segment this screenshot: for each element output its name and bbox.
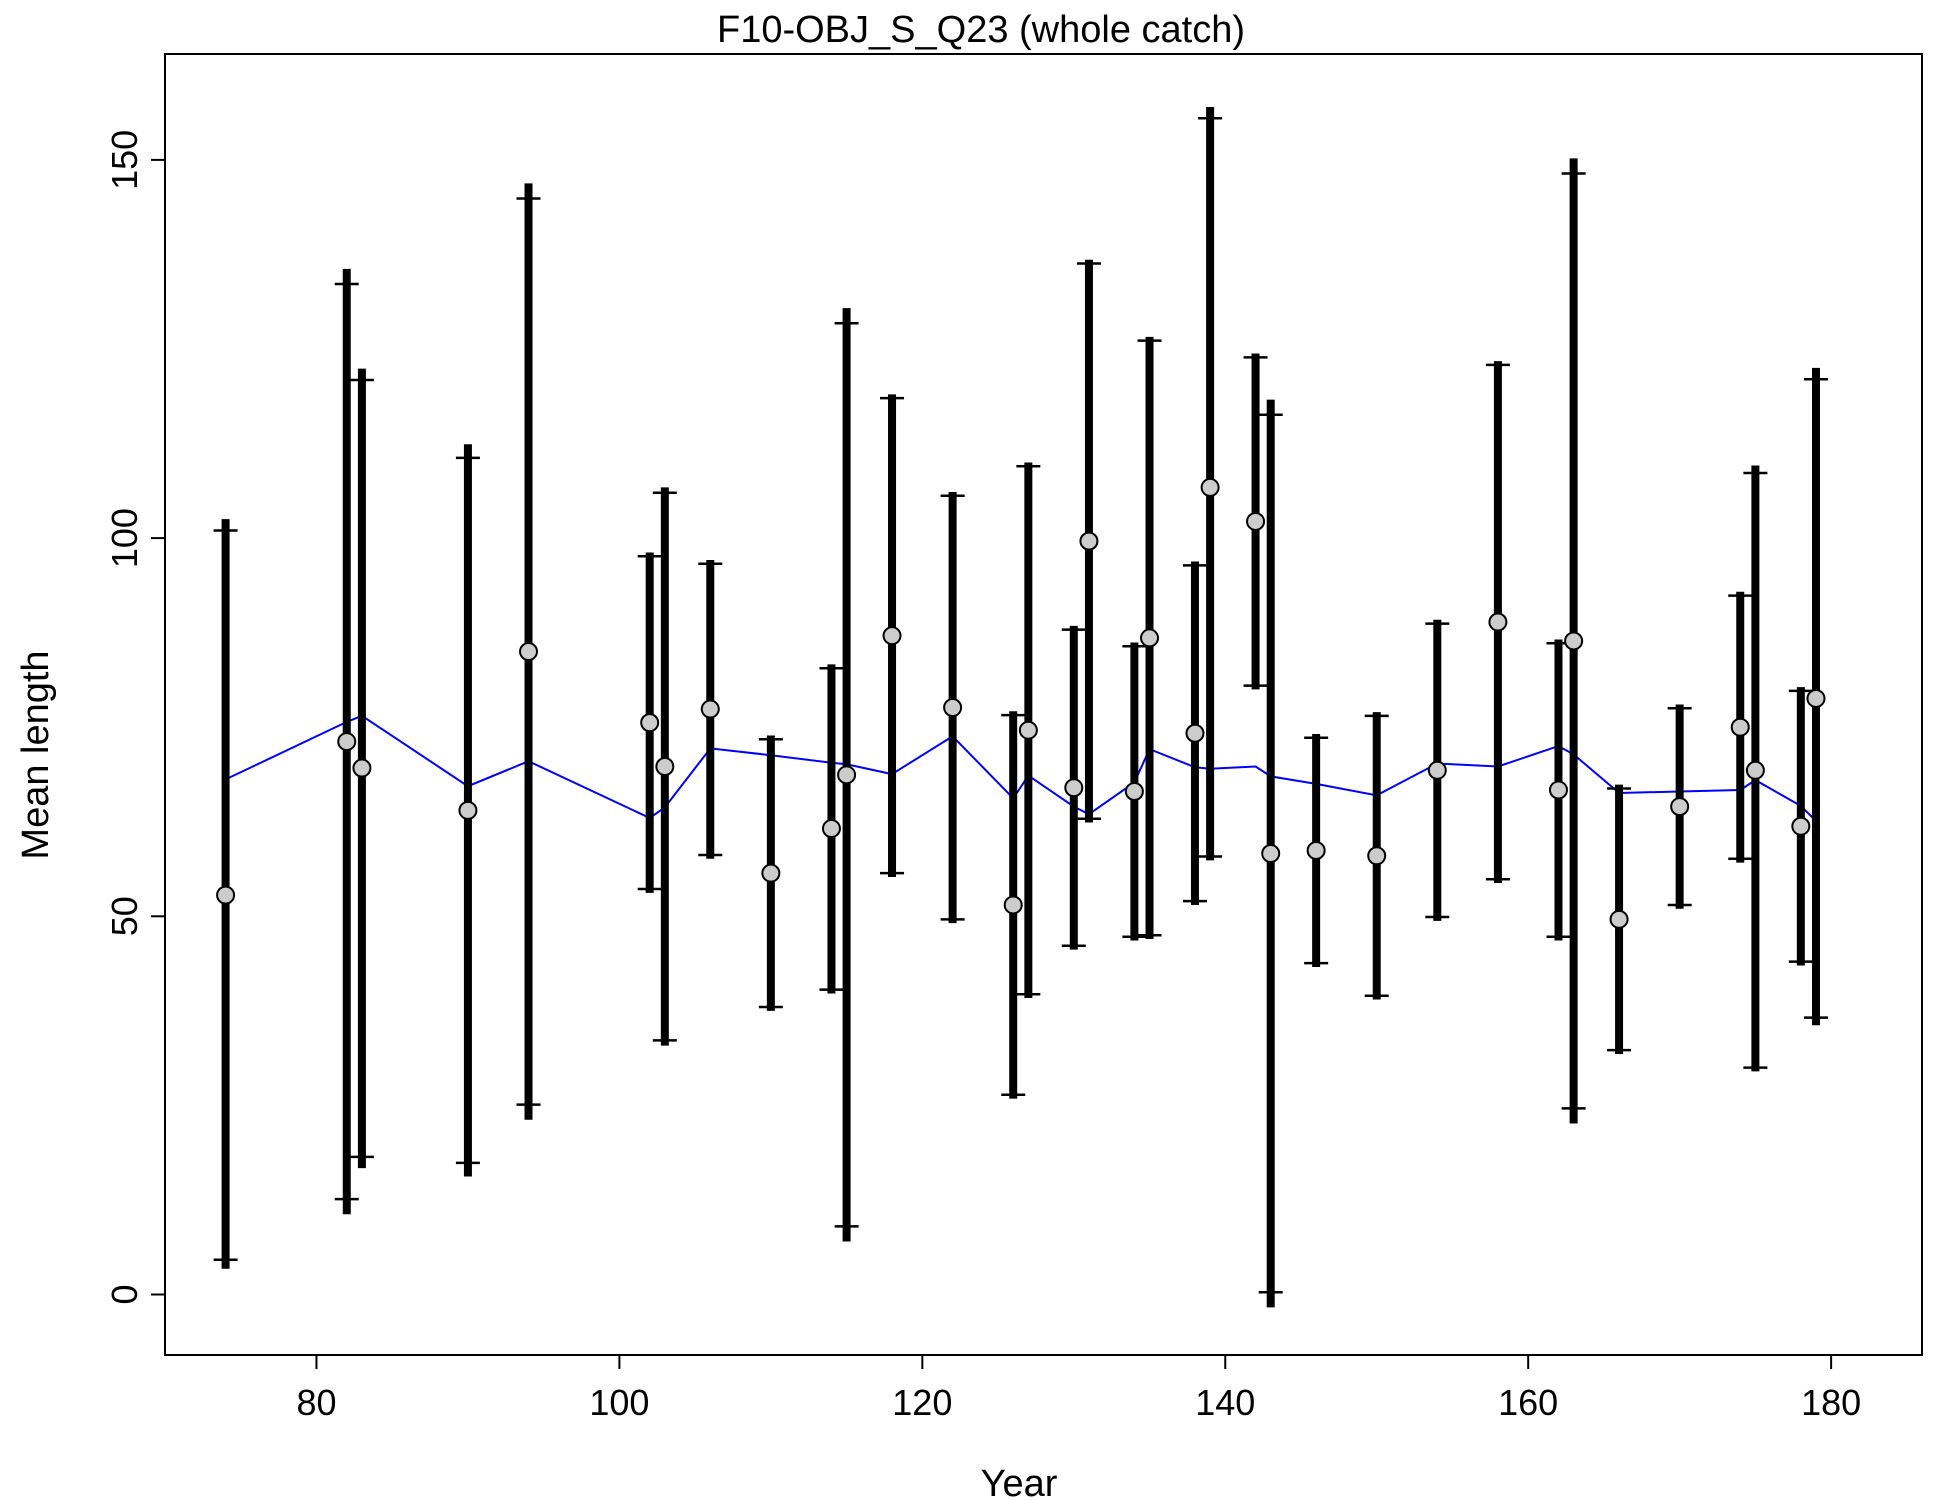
observed-point	[1427, 760, 1447, 780]
observed-point	[1806, 688, 1826, 708]
x-tick-label: 100	[589, 1382, 649, 1423]
observed-point	[519, 642, 539, 662]
y-tick-label: 0	[104, 1284, 145, 1304]
observed-point	[1018, 720, 1038, 740]
axes-layer: 80 100 120 140 160 180 0 50 100 150	[104, 53, 1923, 1423]
x-tick-label: 160	[1498, 1382, 1558, 1423]
observed-point	[1185, 723, 1205, 743]
observed-point	[837, 765, 857, 785]
observed-point	[1791, 816, 1811, 836]
y-tick-label: 50	[104, 896, 145, 936]
observed-point	[216, 885, 236, 905]
observed-point	[352, 758, 372, 778]
observed-point	[1488, 612, 1508, 632]
observed-points-layer	[216, 477, 1826, 929]
observed-point	[1306, 840, 1326, 860]
observed-point	[943, 698, 963, 718]
observed-point	[700, 699, 720, 719]
y-tick-label: 150	[104, 130, 145, 190]
observed-point	[655, 757, 675, 777]
observed-point	[1246, 511, 1266, 531]
observed-point	[1367, 846, 1387, 866]
observed-point	[458, 800, 478, 820]
x-axis-label: Year	[981, 1463, 1058, 1500]
observed-point	[1548, 780, 1568, 800]
error-bars-layer	[213, 106, 1828, 1308]
observed-point	[640, 713, 660, 733]
observed-point	[1609, 909, 1629, 929]
observed-point	[1200, 477, 1220, 497]
observed-point	[1064, 778, 1084, 798]
observed-point	[1124, 781, 1144, 801]
observed-point	[1140, 628, 1160, 648]
observed-point	[882, 626, 902, 646]
x-tick-label: 120	[892, 1382, 952, 1423]
observed-point	[1564, 631, 1584, 651]
x-tick-label: 140	[1195, 1382, 1255, 1423]
chart-title: F10-OBJ_S_Q23 (whole catch)	[717, 9, 1245, 51]
observed-point	[821, 819, 841, 839]
observed-point	[761, 863, 781, 883]
observed-point	[1003, 895, 1023, 915]
y-tick-label: 100	[104, 508, 145, 568]
y-axis-label: Mean length	[15, 650, 57, 859]
observed-point	[1079, 531, 1099, 551]
observed-point	[1745, 760, 1765, 780]
x-tick-label: 180	[1801, 1382, 1861, 1423]
observed-point	[337, 732, 357, 752]
observed-point	[1670, 797, 1690, 817]
observed-point	[1261, 844, 1281, 864]
x-tick-label: 80	[296, 1382, 336, 1423]
plot-frame	[164, 53, 1923, 1356]
observed-point	[1730, 717, 1750, 737]
